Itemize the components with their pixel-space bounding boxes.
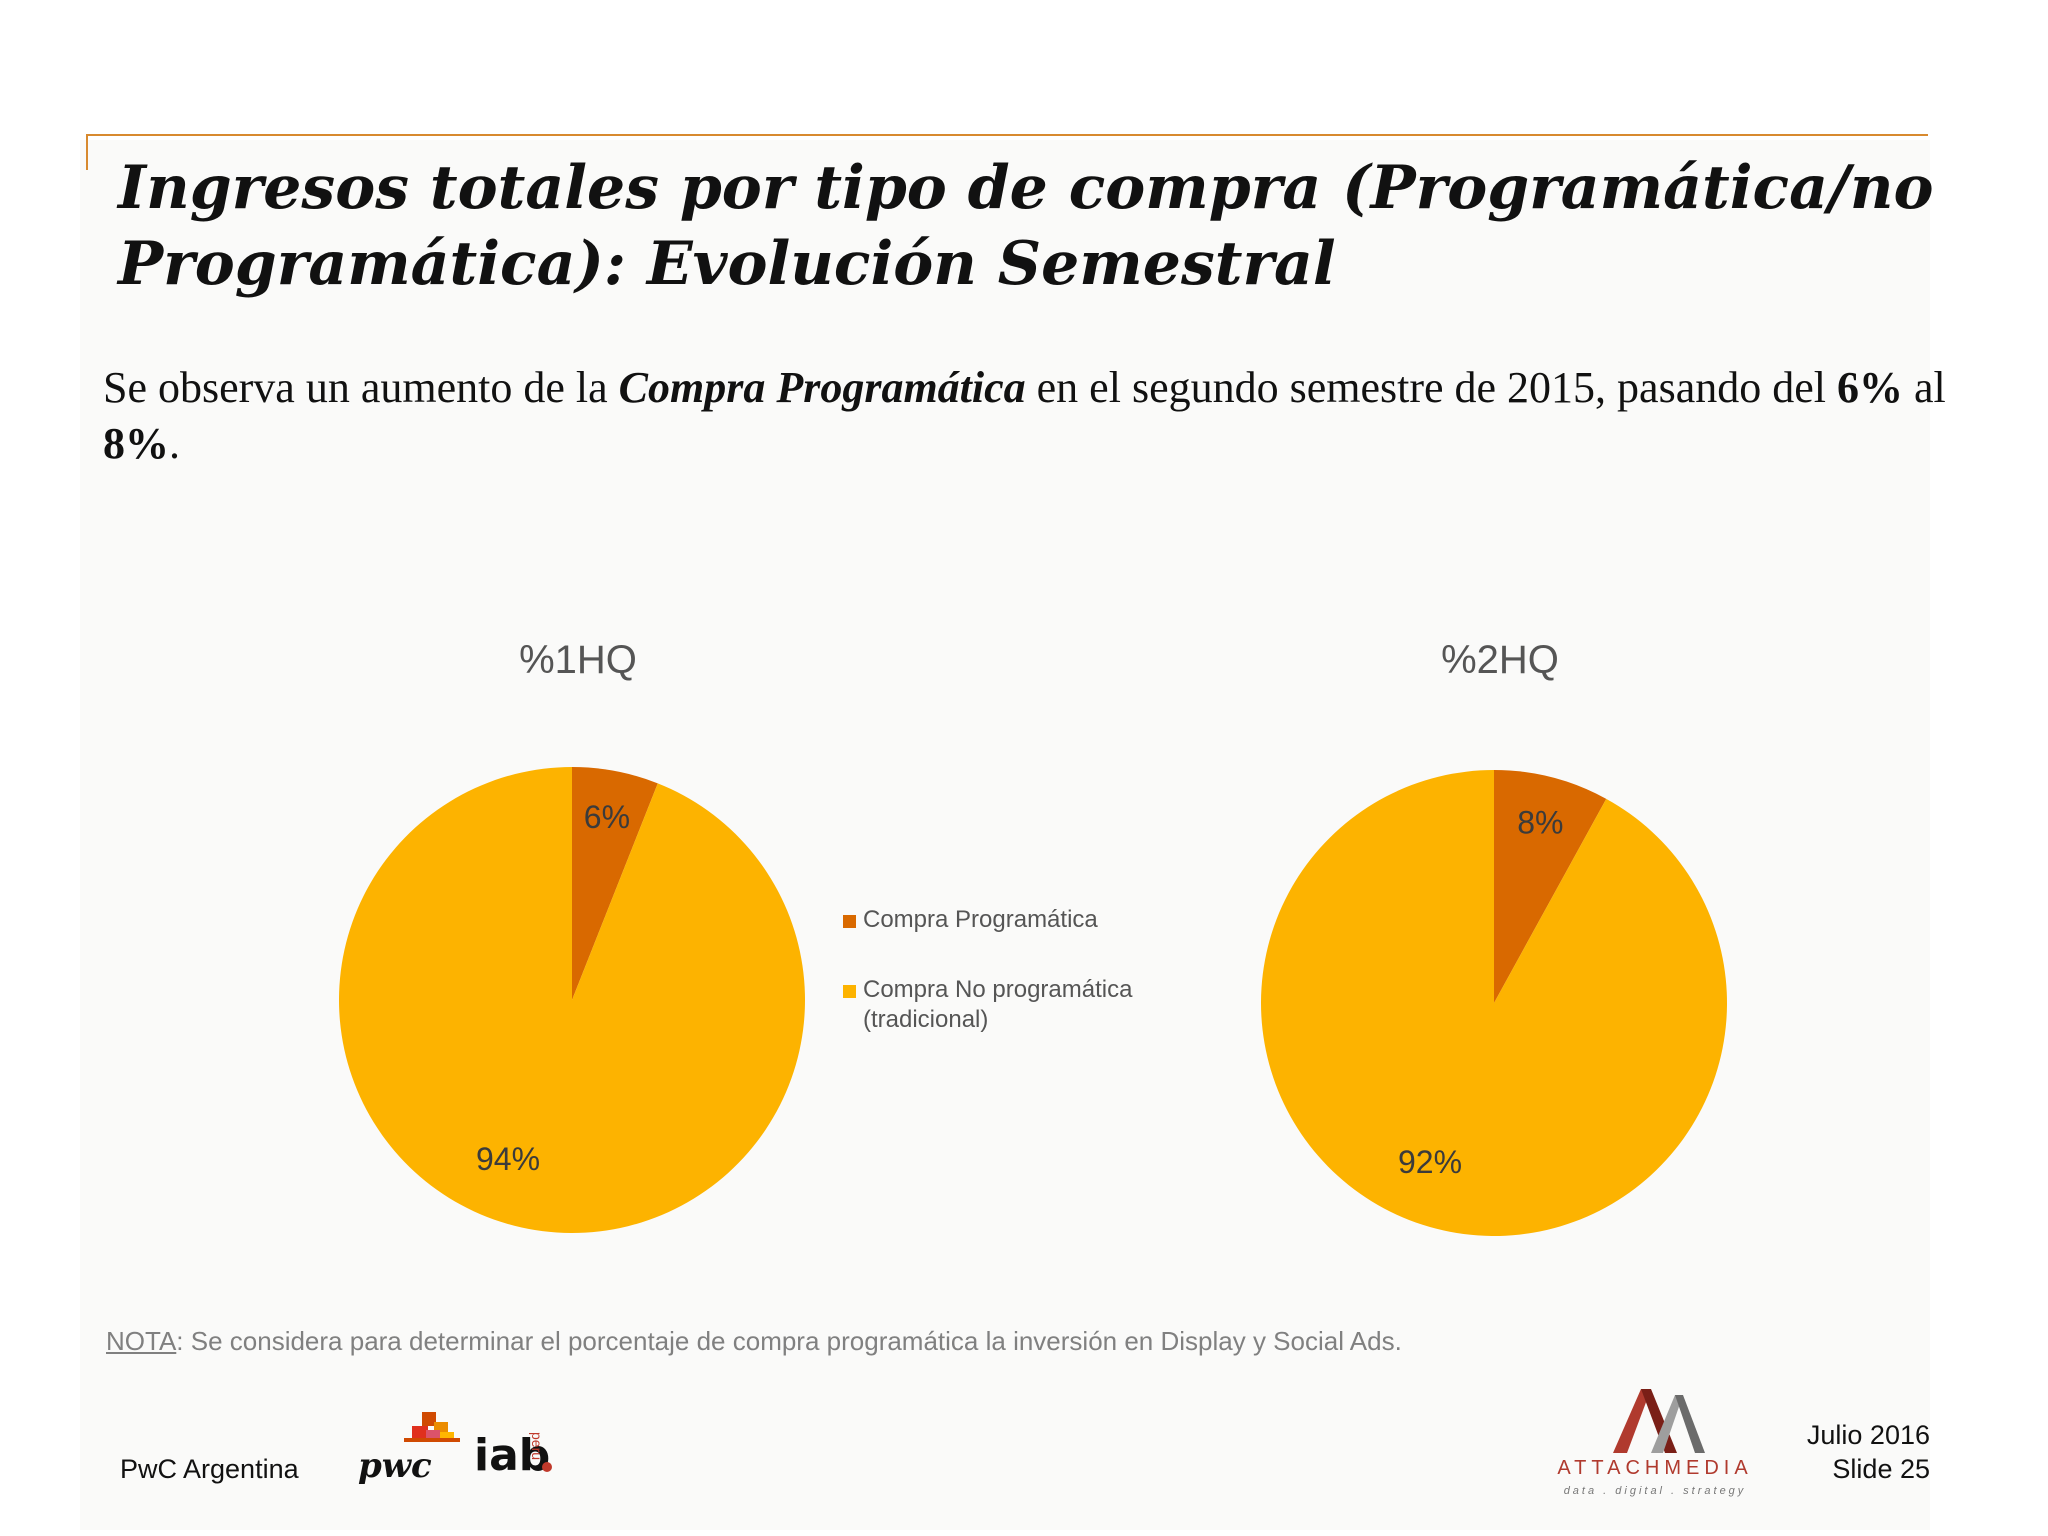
- legend-swatch-programmatic: [843, 915, 856, 928]
- subtitle-to-value: 8%: [103, 419, 169, 468]
- pie-slice-traditional: [338, 767, 805, 1233]
- subtitle-text-3: al: [1903, 363, 1946, 412]
- legend-item-programmatic: Compra Programática: [843, 905, 1203, 935]
- pie-chart-1hq: 6% 94%: [338, 767, 805, 1233]
- attachmedia-logo-name: ATTACHMEDIA: [1557, 1457, 1753, 1479]
- pwc-logo-text: pwc: [358, 1446, 432, 1486]
- pie-label-programmatic: 6%: [584, 799, 630, 835]
- legend-label-programmatic: Compra Programática: [863, 906, 1098, 933]
- subtitle-text-2: en el segundo semestre de 2015, pasando …: [1025, 363, 1837, 412]
- title-rule: [86, 134, 1928, 136]
- pie-label-programmatic: 8%: [1517, 804, 1563, 840]
- iab-logo: iab: [474, 1430, 551, 1481]
- legend-label-traditional: Compra No programática (tradicional): [863, 976, 1133, 1033]
- title-rule-corner: [86, 134, 88, 170]
- legend-item-traditional: Compra No programática (tradicional): [843, 975, 1203, 1035]
- pie-label-traditional: 92%: [1398, 1144, 1462, 1180]
- footer-slide-number: Slide 25: [1832, 1454, 1930, 1484]
- pie-slice-traditional: [1261, 770, 1727, 1236]
- subtitle-from-value: 6%: [1837, 363, 1903, 412]
- footer-company: PwC Argentina: [120, 1454, 299, 1484]
- subtitle-emphasis: Compra Programática: [618, 363, 1026, 412]
- footnote-key: NOTA: [106, 1326, 177, 1356]
- pie-slice-programmatic: [572, 767, 658, 1000]
- slide-subtitle: Se observa un aumento de la Compra Progr…: [103, 360, 1953, 472]
- pie-chart-2hq: 8% 92%: [1261, 770, 1727, 1236]
- attachmedia-mark-icon: [1613, 1389, 1705, 1453]
- attachmedia-logo-tagline: data . digital . strategy: [1563, 1485, 1747, 1497]
- legend-swatch-traditional: [843, 985, 856, 998]
- chart-legend: Compra Programática Compra No programáti…: [843, 905, 1203, 1075]
- pwc-logo: pwc: [358, 1412, 460, 1486]
- iab-logo-country: peru: [529, 1432, 545, 1461]
- iab-logo-dot: [542, 1462, 552, 1472]
- attachmedia-logo: ATTACHMEDIA data . digital . strategy: [1555, 1385, 1755, 1500]
- pie-slice-programmatic: [1494, 770, 1607, 1003]
- subtitle-text-4: .: [169, 419, 180, 468]
- slide-title: Ingresos totales por tipo de compra (Pro…: [118, 153, 1934, 299]
- pie-label-traditional: 94%: [476, 1141, 540, 1177]
- footnote-text: : Se considera para determinar el porcen…: [176, 1326, 1402, 1356]
- pwc-logo-blocks-icon: [404, 1412, 460, 1442]
- chart-title-1hq: %1HQ: [519, 638, 637, 682]
- footer-date: Julio 2016: [1806, 1420, 1930, 1450]
- footnote: NOTA: Se considera para determinar el po…: [106, 1326, 1906, 1357]
- subtitle-text-1: Se observa un aumento de la: [103, 363, 619, 412]
- chart-title-2hq: %2HQ: [1441, 638, 1559, 682]
- footer-meta: Julio 2016 Slide 25: [1700, 1418, 1930, 1486]
